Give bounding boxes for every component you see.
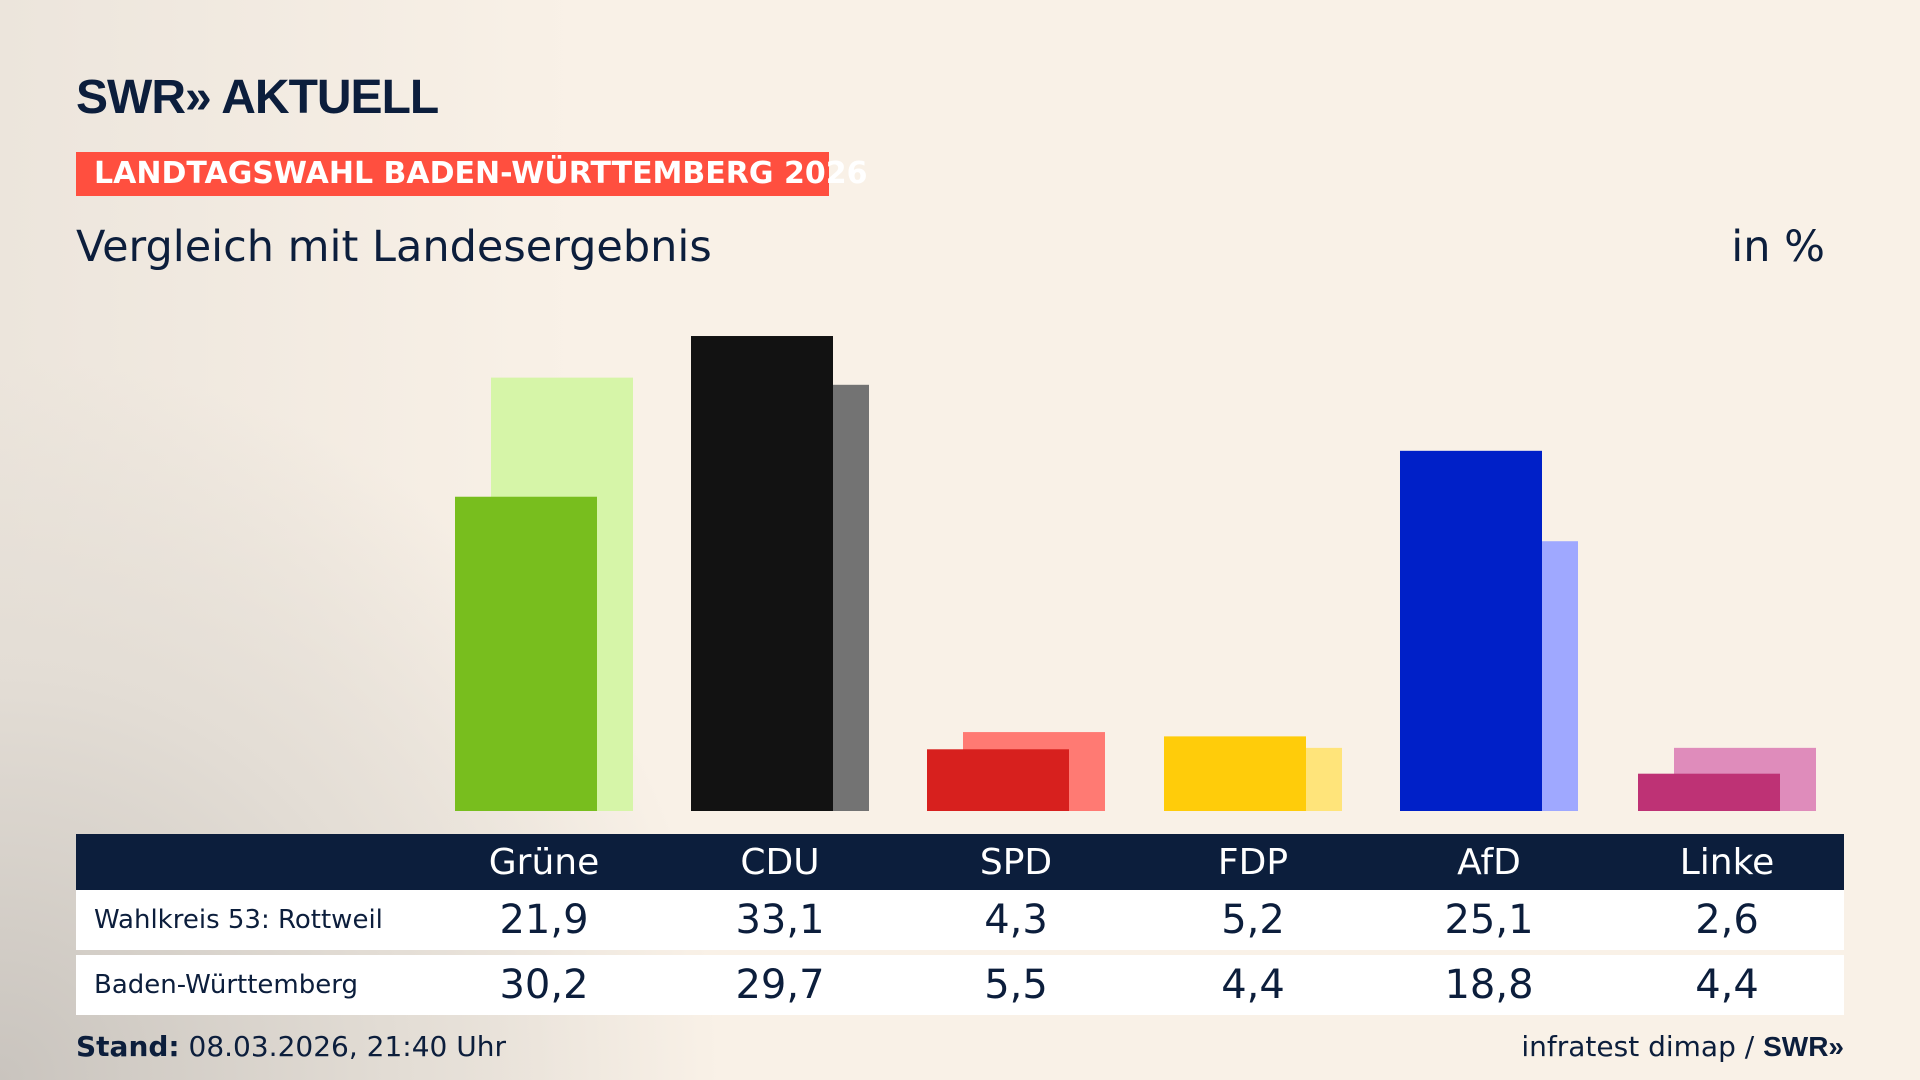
column-header: FDP — [1217, 841, 1289, 883]
value-cell: 5,5 — [984, 962, 1048, 1008]
chart-subtitle: Vergleich mit Landesergebnis — [76, 222, 712, 272]
swr-logo: SWR» — [1763, 1031, 1844, 1062]
column-header: Grüne — [488, 841, 600, 883]
column-header: Linke — [1679, 841, 1775, 883]
value-cell: 18,8 — [1444, 962, 1534, 1008]
row-label: Wahlkreis 53: Rottweil — [94, 905, 383, 935]
value-cell: 29,7 — [735, 962, 825, 1008]
value-cell: 21,9 — [499, 897, 589, 943]
bar-wahlkreis-2 — [927, 749, 1069, 811]
bar-wahlkreis-5 — [1638, 773, 1780, 811]
bar-wahlkreis-1 — [691, 336, 833, 811]
table-header: Grüne CDU SPD FDP AfD Linke — [76, 834, 1844, 890]
election-banner: LANDTAGSWAHL BADEN-WÜRTTEMBERG 2026 — [76, 152, 867, 196]
value-cell: 25,1 — [1444, 897, 1534, 943]
value-cell: 33,1 — [735, 897, 825, 943]
column-header: AfD — [1457, 841, 1521, 883]
timestamp: Stand: 08.03.2026, 21:40 Uhr — [76, 1030, 506, 1063]
source-text: infratest dimap / — [1521, 1030, 1764, 1063]
row-label: Baden-Württemberg — [94, 970, 358, 1000]
value-cell: 2,6 — [1695, 897, 1759, 943]
value-cell: 30,2 — [499, 962, 589, 1008]
stand-label: Stand: — [76, 1030, 180, 1063]
value-cell: 4,4 — [1221, 962, 1285, 1008]
value-cell: 4,4 — [1695, 962, 1759, 1008]
bar-wahlkreis-3 — [1164, 736, 1306, 811]
source: infratest dimap / SWR» — [1521, 1030, 1844, 1063]
table-row: Wahlkreis 53: Rottweil 21,9 33,1 4,3 5,2 25,… — [76, 890, 1844, 950]
column-header: CDU — [740, 841, 820, 883]
column-header: SPD — [979, 841, 1053, 883]
swr-aktuell-logo: SWR» AKTUELL — [76, 71, 439, 124]
unit-label: in % — [1731, 222, 1825, 272]
stand-value: 08.03.2026, 21:40 Uhr — [179, 1030, 506, 1063]
bar-wahlkreis-0 — [455, 496, 597, 811]
value-cell: 5,2 — [1221, 897, 1285, 943]
value-cell: 4,3 — [984, 897, 1048, 943]
bar-wahlkreis-4 — [1400, 450, 1542, 811]
table-row: Baden-Württemberg 30,2 29,7 5,5 4,4 18,8 4,4 — [76, 955, 1844, 1015]
